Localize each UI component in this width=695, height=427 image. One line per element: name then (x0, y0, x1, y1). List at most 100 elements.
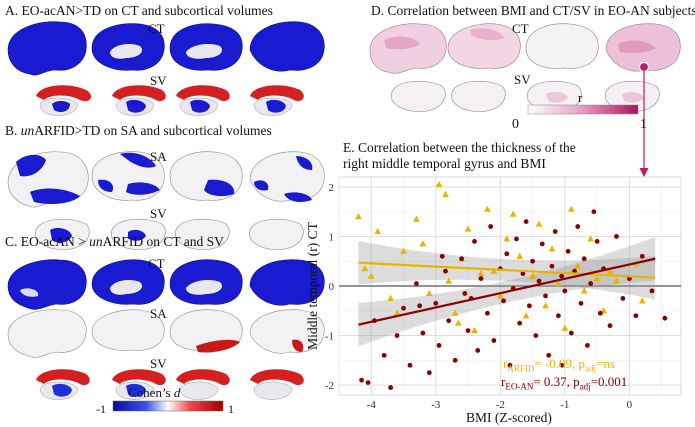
eoan-point (575, 224, 581, 229)
brain-d-sv-left (390, 80, 446, 112)
eoan-point (452, 357, 458, 363)
panel-c-sv-label: SV (150, 356, 167, 371)
panel-e-title-line1: E. Correlation between the thickness of … (343, 140, 576, 155)
eoan-point (585, 343, 590, 348)
brain-c-sv-medleft (112, 369, 166, 400)
arfid-fit-line (358, 261, 656, 279)
arfid-point (509, 210, 517, 217)
eoan-point (459, 256, 465, 262)
panel-b-brains (7, 151, 325, 250)
arfid-point (387, 294, 395, 301)
eoan-point (501, 298, 506, 304)
eoan-point (594, 239, 600, 244)
eoan-point (536, 278, 542, 284)
brain-c-sv-medright (176, 369, 230, 400)
r-colorbar-label: r (578, 90, 583, 105)
scatter-points (354, 180, 668, 390)
eoan-point (465, 328, 471, 333)
arfid-point (400, 247, 407, 254)
eoan-point (446, 318, 452, 324)
eoan-point (578, 300, 584, 306)
x-axis-label: BMI (Z-scored) (466, 410, 552, 425)
x-tick-label: -2 (496, 399, 505, 411)
brain-c-sa-medial-left (91, 309, 165, 351)
eoan-point (620, 295, 626, 301)
annotation-arfid: rARFID= -0.09, padj=ns (503, 356, 615, 374)
panel-d-brains (369, 23, 681, 112)
eoan-point (462, 291, 468, 296)
eoan-point (565, 248, 571, 254)
eoan-point (517, 320, 523, 326)
fit-lines (358, 257, 656, 326)
eoan-point (572, 268, 577, 274)
eoan-point (381, 352, 387, 358)
eoan-point (533, 333, 539, 338)
eoan-point (588, 281, 594, 286)
brain-d-lateral-midleft (447, 23, 521, 69)
eoan-point (562, 288, 568, 294)
panel-a-ct-label: CT (148, 21, 165, 36)
brain-d-lateral-left (369, 23, 447, 74)
eoan-point (439, 253, 445, 259)
eoan-point (614, 234, 619, 239)
eoan-point (443, 268, 448, 274)
arfid-point (419, 240, 427, 247)
brain-b-sv-right (248, 218, 304, 250)
brain-c-sv-left (36, 369, 90, 400)
annotation-eoan: rEO-AN= 0.37, padj=0.001 (501, 374, 628, 392)
arfid-point (354, 213, 362, 220)
eoan-point (401, 305, 406, 311)
brain-d-sv-midleft (450, 80, 506, 112)
arfid-point (548, 245, 556, 252)
eoan-point (591, 209, 597, 215)
eoan-point (539, 241, 545, 247)
eoan-point (420, 330, 426, 336)
eoan-point (488, 224, 494, 229)
arfid-point (490, 267, 498, 274)
cohens-d-min: -1 (96, 402, 106, 416)
arfid-point (435, 180, 443, 188)
eoan-point (649, 288, 655, 294)
arfid-point (477, 270, 485, 277)
panel-c-title: C. EO-acAN > unARFID on CT and SV (5, 234, 224, 249)
arfid-point (580, 287, 588, 294)
eoan-point (523, 219, 529, 224)
eoan-point (514, 236, 519, 242)
eoan-point (485, 310, 490, 316)
eoan-point (549, 263, 555, 269)
eoan-point (491, 338, 497, 343)
brain-c-ct-lateral-right (249, 259, 325, 306)
x-tick-label: 0 (627, 399, 633, 411)
brain-a-sv-medright (176, 85, 230, 116)
panel-d-sv-label: SV (514, 72, 531, 87)
panel-b-sv-label: SV (150, 206, 167, 221)
brain-c-sv-right (250, 369, 304, 400)
brain-a-lateral-right (249, 21, 325, 72)
arfid-point (425, 289, 433, 297)
eoan-point (555, 313, 561, 319)
eoan-point (426, 370, 432, 376)
panel-a-sv-label: SV (150, 73, 167, 88)
y-tick-label: 1 (329, 231, 335, 243)
arfid-point (567, 205, 575, 212)
eoan-point (552, 229, 558, 234)
brain-c-sa-lateral-right (249, 309, 325, 354)
arfid-point (471, 326, 478, 334)
eoan-point (581, 256, 587, 262)
eoan-point (520, 271, 526, 277)
r-colorbar-min: 0 (512, 117, 519, 132)
eoan-point (433, 300, 439, 306)
panel-b-title: B. unARFID>TD on SA and subcortical volu… (5, 123, 272, 138)
eoan-point (543, 293, 548, 299)
brain-a-sv-medleft (112, 85, 166, 116)
arfid-point (606, 267, 614, 274)
eoan-point (607, 323, 613, 329)
arfid-point (413, 215, 420, 222)
plot-grid (338, 177, 681, 395)
arfid-point (393, 309, 401, 316)
brain-c-ct-lateral-left (7, 259, 87, 310)
x-tick-label: -4 (367, 399, 377, 411)
arfid-point (522, 312, 530, 319)
eoan-point (475, 348, 481, 353)
